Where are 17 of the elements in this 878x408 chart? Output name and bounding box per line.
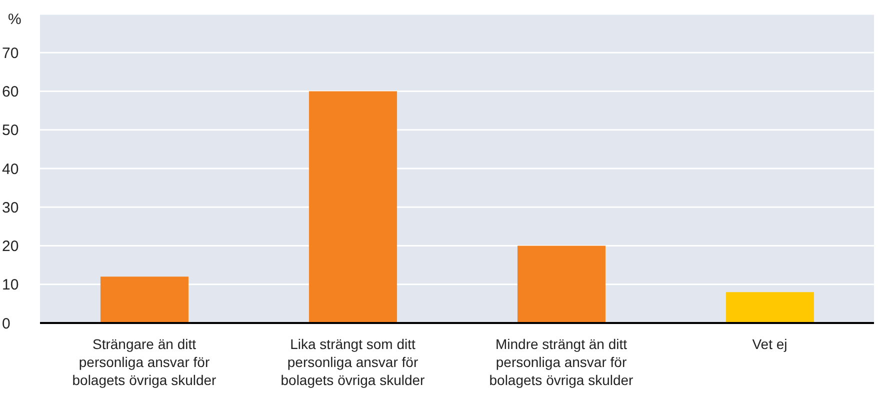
y-tick-label: 60 bbox=[2, 84, 19, 101]
bar bbox=[100, 276, 188, 323]
y-tick-label: 30 bbox=[2, 199, 19, 216]
y-tick-label: 20 bbox=[2, 238, 19, 256]
y-tick-label: 70 bbox=[2, 44, 19, 62]
bar bbox=[308, 91, 397, 323]
x-tick-label: Lika strängt som ditt personliga ansvar för bolagets övriga skulder bbox=[280, 336, 426, 388]
y-tick-label: 50 bbox=[2, 122, 19, 140]
x-tick-label: Mindre strängt än ditt personliga ansvar för bolagets övriga skulder bbox=[489, 336, 634, 388]
bar bbox=[726, 292, 814, 323]
y-tick-label: 0 bbox=[2, 315, 10, 332]
bar bbox=[517, 246, 606, 323]
y-axis-title: % bbox=[8, 10, 22, 28]
y-tick-label: 10 bbox=[2, 276, 19, 294]
x-tick-label: Strängare än ditt personliga ansvar för bolagets övriga skulder bbox=[72, 336, 217, 388]
x-tick-label: Vet ej bbox=[752, 336, 788, 352]
y-tick-label: 40 bbox=[2, 160, 19, 178]
